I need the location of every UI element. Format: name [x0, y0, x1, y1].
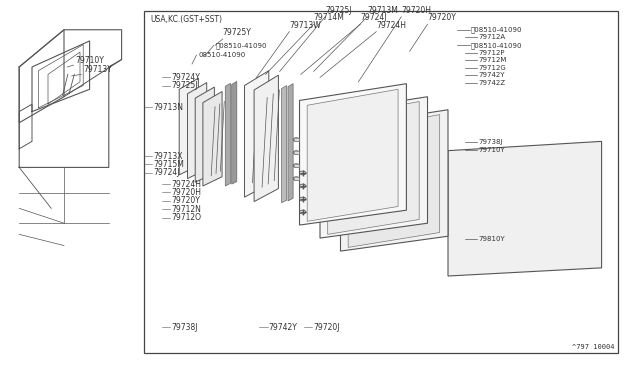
Text: 79712N: 79712N [172, 205, 202, 214]
Text: 79724J: 79724J [154, 169, 180, 177]
Polygon shape [307, 89, 398, 221]
Polygon shape [225, 83, 230, 186]
Text: 79724H: 79724H [376, 21, 406, 30]
Bar [294, 138, 299, 141]
Text: 79720Y: 79720Y [172, 196, 200, 205]
Text: 79720J: 79720J [314, 323, 340, 332]
Text: 79724Y: 79724Y [172, 73, 200, 82]
Polygon shape [282, 86, 287, 203]
Polygon shape [203, 92, 222, 186]
Text: Ⓜ08510-41090: Ⓜ08510-41090 [216, 42, 267, 49]
Text: 79725J: 79725J [172, 81, 198, 90]
Text: 79713X: 79713X [154, 152, 183, 161]
Text: Ⓜ08510-41090: Ⓜ08510-41090 [471, 42, 522, 49]
Text: USA,KC.(GST+SST): USA,KC.(GST+SST) [150, 15, 223, 24]
Polygon shape [254, 75, 278, 202]
Text: 79712A: 79712A [479, 34, 506, 40]
Polygon shape [288, 84, 293, 201]
Polygon shape [188, 83, 207, 179]
Text: 79720H: 79720H [172, 188, 202, 197]
Polygon shape [195, 87, 214, 182]
Text: 79742Z: 79742Z [479, 80, 506, 86]
Text: 79810Y: 79810Y [479, 236, 506, 242]
Polygon shape [348, 115, 440, 247]
Polygon shape [340, 110, 448, 251]
Polygon shape [448, 141, 602, 276]
Text: 79710Y: 79710Y [479, 147, 506, 153]
Text: 79712O: 79712O [172, 213, 202, 222]
Text: 79715M: 79715M [154, 160, 184, 169]
Polygon shape [320, 97, 428, 238]
Text: 79720Y: 79720Y [428, 13, 456, 22]
Text: 79710Y: 79710Y [76, 56, 104, 65]
Polygon shape [179, 78, 198, 175]
Text: 79742Y: 79742Y [269, 323, 298, 332]
Text: 79712P: 79712P [479, 50, 505, 56]
Text: 79713N: 79713N [154, 103, 184, 112]
Text: 79725Y: 79725Y [223, 28, 252, 37]
Polygon shape [232, 81, 237, 184]
Bar [294, 177, 299, 180]
Polygon shape [244, 71, 269, 197]
Text: 79724J: 79724J [360, 13, 387, 22]
Text: 79713W: 79713W [289, 21, 321, 30]
Text: 79725J: 79725J [325, 6, 351, 15]
Bar [144, 11, 618, 353]
Text: Ⓜ08510-41090: Ⓜ08510-41090 [471, 26, 522, 33]
Polygon shape [300, 84, 406, 225]
Text: 79742Y: 79742Y [479, 72, 505, 78]
Text: 08510-41090: 08510-41090 [198, 52, 246, 58]
Text: 79713Y: 79713Y [83, 65, 112, 74]
Text: ^797 10004: ^797 10004 [572, 344, 614, 350]
Text: 79738J: 79738J [172, 323, 198, 332]
Text: 79713M: 79713M [367, 6, 398, 15]
Text: 79724H: 79724H [172, 180, 202, 189]
Text: 79720H: 79720H [401, 6, 431, 15]
Text: 79738J: 79738J [479, 139, 503, 145]
Text: 79712M: 79712M [479, 57, 507, 63]
Text: 79712G: 79712G [479, 65, 506, 71]
Bar [294, 151, 299, 154]
Polygon shape [328, 102, 419, 234]
Bar [294, 164, 299, 167]
Text: 79714M: 79714M [314, 13, 344, 22]
